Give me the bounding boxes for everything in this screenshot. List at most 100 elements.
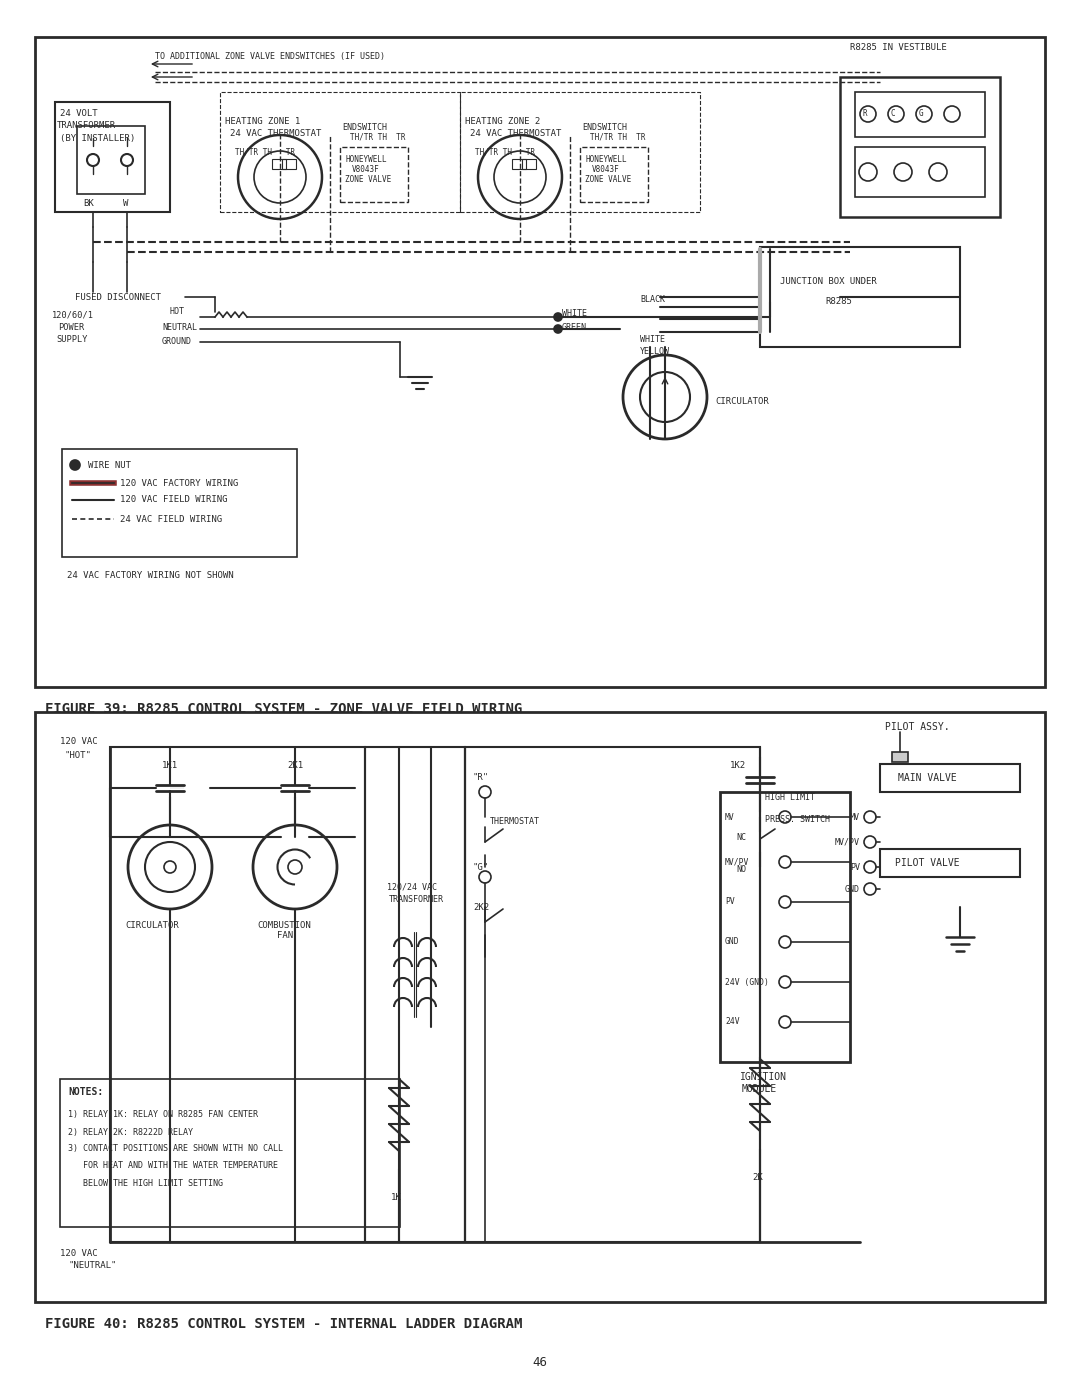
Text: BLACK: BLACK	[640, 295, 665, 303]
Text: 24V: 24V	[725, 1017, 740, 1027]
Text: TH/TR TH  TR: TH/TR TH TR	[350, 133, 405, 141]
Text: 1K1: 1K1	[162, 760, 178, 770]
Bar	[272, 159, 286, 169]
Text: POWER: POWER	[58, 323, 84, 331]
Text: 1K2: 1K2	[730, 760, 746, 770]
Bar	[512, 159, 526, 169]
Text: GREEN: GREEN	[562, 324, 588, 332]
Text: THERMOSTAT: THERMOSTAT	[490, 817, 540, 827]
Text: NEUTRAL: NEUTRAL	[162, 323, 197, 331]
Text: TRANSFORMER: TRANSFORMER	[389, 894, 444, 904]
Text: HONEYWELL: HONEYWELL	[585, 155, 626, 165]
Text: 24 VAC THERMOSTAT: 24 VAC THERMOSTAT	[470, 129, 562, 137]
Text: MV: MV	[850, 813, 860, 821]
Text: 24 VAC FIELD WIRING: 24 VAC FIELD WIRING	[120, 514, 222, 524]
Text: BELOW THE HIGH LIMIT SETTING: BELOW THE HIGH LIMIT SETTING	[68, 1179, 222, 1187]
Text: W: W	[123, 200, 129, 208]
Text: TO ADDITIONAL ZONE VALVE ENDSWITCHES (IF USED): TO ADDITIONAL ZONE VALVE ENDSWITCHES (IF…	[156, 53, 384, 61]
Bar	[77, 126, 145, 194]
Text: PV: PV	[850, 862, 860, 872]
Text: PV: PV	[725, 897, 734, 907]
Text: "R": "R"	[473, 773, 489, 781]
Text: MV: MV	[725, 813, 734, 821]
Text: (BY INSTALLER): (BY INSTALLER)	[60, 134, 135, 142]
Text: "HOT": "HOT"	[65, 750, 92, 760]
Bar	[35, 712, 1045, 1302]
Text: FAN: FAN	[276, 930, 293, 940]
Text: HONEYWELL: HONEYWELL	[345, 155, 387, 165]
Text: 2K2: 2K2	[473, 902, 489, 911]
Text: TH/TR TH   TR: TH/TR TH TR	[475, 148, 535, 156]
Bar	[62, 448, 297, 557]
Text: HIGH LIMIT: HIGH LIMIT	[765, 792, 815, 802]
Text: HOT: HOT	[170, 307, 185, 317]
Text: 24V (GND): 24V (GND)	[725, 978, 769, 986]
Bar	[35, 36, 1045, 687]
Text: PILOT ASSY.: PILOT ASSY.	[885, 722, 949, 732]
Text: BK: BK	[83, 200, 94, 208]
Text: 120 VAC: 120 VAC	[60, 1249, 97, 1259]
Bar	[880, 764, 1020, 792]
Bar	[282, 159, 296, 169]
Text: R8285: R8285	[825, 298, 852, 306]
Bar	[465, 747, 760, 1242]
Text: YELLOW: YELLOW	[640, 346, 670, 355]
Text: MAIN VALVE: MAIN VALVE	[897, 773, 957, 782]
Text: TRANSFORMER: TRANSFORMER	[57, 122, 117, 130]
Text: 24 VAC FACTORY WIRING NOT SHOWN: 24 VAC FACTORY WIRING NOT SHOWN	[67, 570, 233, 580]
Text: 3) CONTACT POSITIONS ARE SHOWN WITH NO CALL: 3) CONTACT POSITIONS ARE SHOWN WITH NO C…	[68, 1144, 283, 1154]
Text: 2K: 2K	[752, 1172, 762, 1182]
Bar	[110, 747, 365, 1242]
Text: MODULE: MODULE	[742, 1084, 778, 1094]
Text: V8043F: V8043F	[352, 165, 380, 175]
Text: C: C	[891, 109, 895, 119]
Circle shape	[554, 326, 562, 332]
Text: R: R	[863, 109, 867, 119]
Text: WHITE: WHITE	[562, 309, 588, 317]
Text: 1) RELAY 1K: RELAY ON R8285 FAN CENTER: 1) RELAY 1K: RELAY ON R8285 FAN CENTER	[68, 1111, 258, 1119]
Text: G: G	[919, 109, 923, 119]
Text: TH/TR TH   TR: TH/TR TH TR	[235, 148, 295, 156]
Bar	[340, 147, 408, 203]
Text: "G": "G"	[473, 862, 489, 872]
Text: IGNITION: IGNITION	[740, 1071, 787, 1083]
Bar	[365, 747, 465, 1242]
Bar	[760, 247, 960, 346]
Bar	[55, 102, 170, 212]
Text: TH/TR TH  TR: TH/TR TH TR	[590, 133, 646, 141]
Text: CIRCULATOR: CIRCULATOR	[125, 921, 179, 929]
Circle shape	[554, 313, 562, 321]
Text: 120/24 VAC: 120/24 VAC	[387, 883, 437, 891]
Text: 46: 46	[532, 1355, 548, 1369]
Text: R8285 IN VESTIBULE: R8285 IN VESTIBULE	[850, 42, 947, 52]
Text: FIGURE 39: R8285 CONTROL SYSTEM - ZONE VALVE FIELD WIRING: FIGURE 39: R8285 CONTROL SYSTEM - ZONE V…	[45, 703, 523, 717]
Circle shape	[164, 861, 176, 873]
Text: CIRCULATOR: CIRCULATOR	[715, 398, 769, 407]
Bar	[880, 849, 1020, 877]
Text: ENDSWITCH: ENDSWITCH	[582, 123, 627, 131]
Bar	[460, 92, 700, 212]
Text: GROUND: GROUND	[162, 337, 192, 345]
Text: HEATING ZONE 1: HEATING ZONE 1	[225, 117, 300, 127]
Text: WHITE: WHITE	[640, 334, 665, 344]
Text: 2) RELAY 2K: R8222D RELAY: 2) RELAY 2K: R8222D RELAY	[68, 1127, 193, 1137]
Text: "NEUTRAL": "NEUTRAL"	[68, 1261, 117, 1270]
Text: NOTES:: NOTES:	[68, 1087, 104, 1097]
Text: FIGURE 40: R8285 CONTROL SYSTEM - INTERNAL LADDER DIAGRAM: FIGURE 40: R8285 CONTROL SYSTEM - INTERN…	[45, 1317, 523, 1331]
Bar	[720, 792, 850, 1062]
Bar	[60, 1078, 400, 1227]
Bar	[855, 147, 985, 197]
Text: COMBUSTION: COMBUSTION	[257, 921, 311, 929]
Text: 2K1: 2K1	[287, 760, 303, 770]
Bar	[580, 147, 648, 203]
Text: MV/PV: MV/PV	[725, 858, 750, 866]
Bar	[220, 92, 460, 212]
Text: NO: NO	[735, 866, 746, 875]
Text: FUSED DISCONNECT: FUSED DISCONNECT	[75, 292, 161, 302]
Text: SUPPLY: SUPPLY	[56, 334, 87, 344]
Text: 24 VAC THERMOSTAT: 24 VAC THERMOSTAT	[230, 129, 322, 137]
Text: 120/60/1: 120/60/1	[52, 310, 94, 320]
Text: ZONE VALVE: ZONE VALVE	[585, 176, 631, 184]
Text: 24 VOLT: 24 VOLT	[60, 109, 97, 119]
Text: JUNCTION BOX UNDER: JUNCTION BOX UNDER	[780, 278, 877, 286]
